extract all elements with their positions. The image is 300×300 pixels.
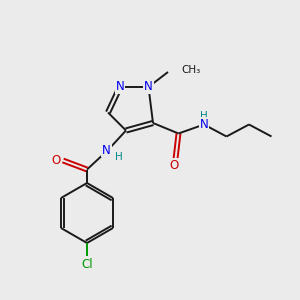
- Text: CH₃: CH₃: [182, 64, 201, 75]
- Text: O: O: [169, 159, 178, 172]
- Text: O: O: [52, 154, 61, 167]
- Text: N: N: [102, 143, 111, 157]
- Text: Cl: Cl: [81, 257, 93, 271]
- Text: H: H: [115, 152, 122, 162]
- Text: N: N: [144, 80, 153, 94]
- Text: N: N: [200, 118, 208, 131]
- Text: N: N: [116, 80, 124, 94]
- Text: H: H: [200, 111, 208, 121]
